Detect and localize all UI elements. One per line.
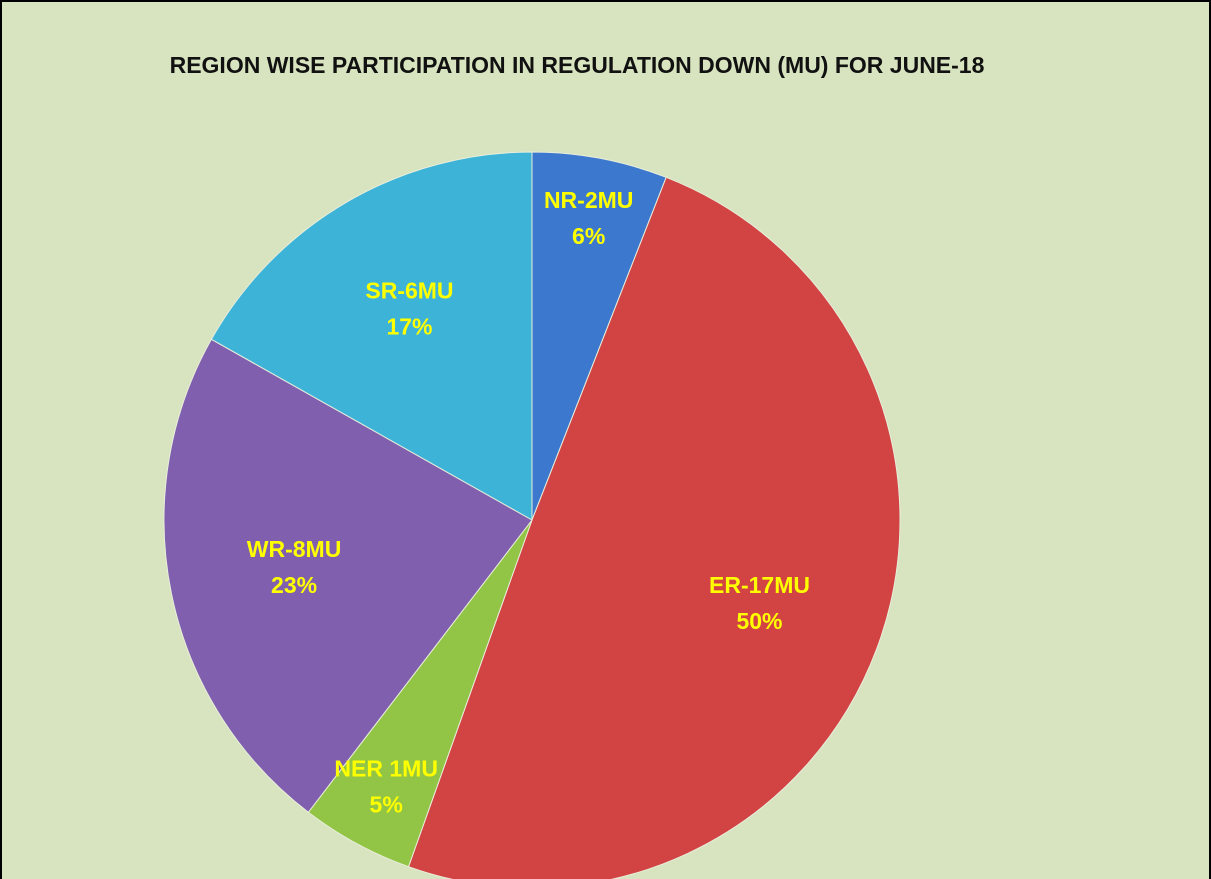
pie-slice — [407, 176, 901, 879]
slice-label: NR-2MU — [544, 187, 633, 213]
pie-slice — [531, 151, 667, 521]
pie-slice — [210, 151, 533, 521]
slice-label: SR-6MU — [365, 277, 453, 303]
slice-value-label: 23% — [271, 572, 317, 598]
slice-value-label: 50% — [736, 608, 782, 634]
slice-label: WR-8MU — [247, 536, 342, 562]
slice-value-label: 5% — [370, 791, 403, 817]
slice-value-label: 17% — [386, 313, 432, 339]
slice-label: NER 1MU — [334, 755, 438, 781]
slice-label: ER-17MU — [709, 572, 810, 598]
chart-title: REGION WISE PARTICIPATION IN REGULATION … — [169, 52, 985, 78]
pie-slice — [163, 338, 533, 813]
slice-value-label: 6% — [572, 223, 605, 249]
